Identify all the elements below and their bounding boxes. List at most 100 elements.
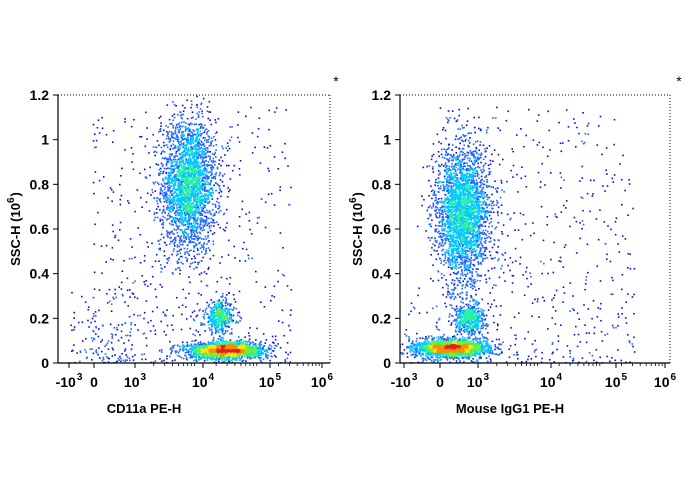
event-dot [251, 357, 253, 359]
event-dot [176, 194, 178, 196]
event-dot [229, 308, 231, 310]
event-dot [205, 155, 207, 157]
event-dot [230, 316, 232, 318]
event-dot [202, 156, 204, 158]
event-dot [176, 167, 178, 169]
event-dot [144, 255, 146, 257]
event-dot [186, 228, 188, 230]
event-dot [245, 341, 247, 343]
event-dot [196, 113, 198, 115]
event-dot [194, 155, 196, 157]
event-dot [176, 255, 178, 257]
event-dot [169, 195, 171, 197]
event-dot [176, 207, 178, 209]
event-dot [181, 187, 183, 189]
event-dot [179, 242, 181, 244]
event-dot [190, 107, 192, 109]
event-dot [214, 213, 216, 215]
event-dot [191, 258, 193, 260]
event-dot [206, 171, 208, 173]
event-dot [198, 200, 200, 202]
event-dot [228, 312, 230, 314]
event-dot [208, 172, 210, 174]
event-dot [219, 172, 221, 174]
event-dot [238, 322, 240, 324]
event-dot [204, 153, 206, 155]
event-dot [203, 170, 205, 172]
event-dot [188, 150, 190, 152]
event-dot [193, 162, 195, 164]
event-dot [223, 311, 225, 313]
event-dot [175, 153, 177, 155]
event-dot [213, 145, 215, 147]
event-dot [187, 223, 189, 225]
event-dot [170, 182, 172, 184]
event-dot [169, 158, 171, 160]
event-dot [198, 111, 200, 113]
event-dot [189, 172, 191, 174]
event-dot [197, 218, 199, 220]
event-dot [190, 216, 192, 218]
event-dot [198, 170, 200, 172]
event-dot [191, 100, 193, 102]
event-dot [182, 193, 184, 195]
event-dot [219, 175, 221, 177]
event-dot [199, 180, 201, 182]
event-dot [214, 176, 216, 178]
event-dot [200, 187, 202, 189]
event-dot [181, 210, 183, 212]
event-dot [217, 321, 219, 323]
event-dot [223, 229, 225, 231]
event-dot [199, 173, 201, 175]
event-dot [165, 125, 167, 127]
event-dot [191, 344, 193, 346]
event-dot [209, 327, 211, 329]
event-dot [200, 178, 202, 180]
event-dot [200, 133, 202, 135]
event-dot [172, 203, 174, 205]
event-dot [229, 303, 231, 305]
event-dot [234, 299, 236, 301]
event-dot [206, 313, 208, 315]
event-dot [185, 220, 187, 222]
event-dot [175, 131, 177, 133]
event-dot [166, 163, 168, 165]
event-dot [222, 313, 224, 315]
event-dot [210, 315, 212, 317]
event-dot [187, 180, 189, 182]
event-dot [211, 137, 213, 139]
event-dot [201, 272, 203, 274]
event-dot [181, 122, 183, 124]
event-dot [210, 175, 212, 177]
event-dot [212, 190, 214, 192]
event-dot [210, 213, 212, 215]
event-dot [209, 210, 211, 212]
event-dot [208, 218, 210, 220]
event-dot [185, 158, 187, 160]
event-dot [198, 142, 200, 144]
event-dot [218, 208, 220, 210]
event-dot [224, 324, 226, 326]
event-dot [189, 134, 191, 136]
event-dot [179, 160, 181, 162]
event-dot [168, 177, 170, 179]
event-dot [170, 241, 172, 243]
event-dot [190, 198, 192, 200]
event-dot [174, 185, 176, 187]
event-dot [193, 355, 195, 357]
event-dot [157, 140, 159, 142]
event-dot [156, 163, 158, 165]
event-dot [266, 350, 268, 352]
event-dot [191, 123, 193, 125]
event-dot [180, 144, 182, 146]
event-dot [204, 181, 206, 183]
event-dot [166, 197, 168, 199]
event-dot [195, 181, 197, 183]
event-dot [198, 151, 200, 153]
event-dot [212, 153, 214, 155]
event-dot [163, 171, 165, 173]
event-dot [169, 356, 171, 358]
event-dot [183, 147, 185, 149]
event-dot [220, 311, 222, 313]
event-dot [228, 325, 230, 327]
